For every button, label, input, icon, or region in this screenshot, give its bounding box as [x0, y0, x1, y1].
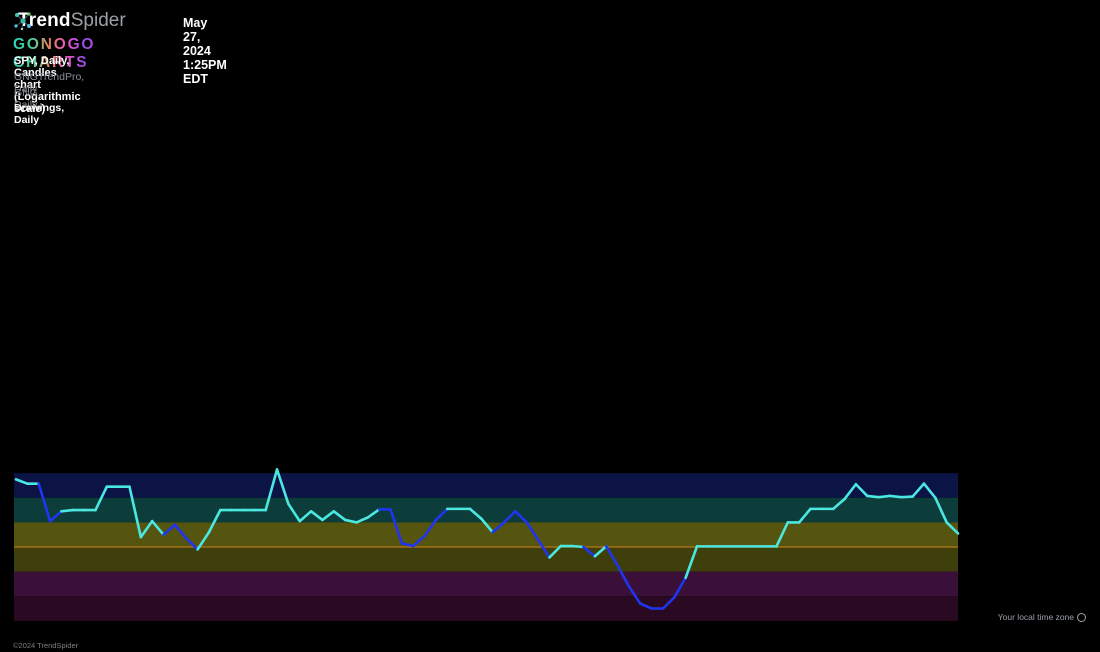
oscillator-line-segment	[332, 510, 347, 522]
legend-drawings[interactable]: Drawings, Daily	[14, 102, 65, 126]
oscillator-line-segment	[162, 523, 177, 537]
trendspider-logo-icon	[14, 12, 31, 31]
oscillator-line-segment	[684, 545, 699, 580]
oscillator-line-segment	[184, 537, 199, 551]
oscillator-line-segment	[423, 518, 438, 538]
oscillator-line-segment	[570, 544, 585, 549]
oscillator-line-segment	[888, 494, 903, 499]
oscillator-line-segment	[480, 517, 495, 534]
oscillator-line-segment	[922, 482, 937, 500]
oscillator-line-segment	[355, 516, 370, 524]
oscillator-line-segment	[899, 495, 914, 499]
oscillator-line-segment	[60, 508, 75, 513]
oscillator-line-segment	[196, 530, 211, 551]
oscillator-panel[interactable]	[14, 468, 960, 621]
osc-band	[14, 571, 958, 597]
oscillator-line-segment	[411, 534, 426, 548]
legend-gngtrendpro[interactable]: GNGTrendPro, Daily	[14, 71, 85, 95]
oscillator-line-segment	[14, 478, 29, 485]
symbol-title: SPY, Daily, Candles chart (Logarithmic s…	[14, 55, 81, 115]
timezone-note[interactable]: Your local time zone	[998, 612, 1086, 622]
oscillator-line-segment	[389, 508, 404, 545]
oscillator-line-segment	[37, 482, 52, 523]
brand-spider: Spider	[70, 10, 126, 31]
oscillator-line-segment	[854, 482, 869, 498]
oscillator-line-segment	[831, 497, 846, 511]
osc-band	[14, 473, 958, 498]
oscillator-line-segment	[366, 508, 381, 519]
clock-icon	[1077, 612, 1086, 622]
oscillator-line-segment	[525, 521, 540, 541]
oscillator-line-segment	[400, 542, 415, 548]
oscillator-line-segment	[139, 519, 154, 539]
oscillator-line-segment	[264, 468, 279, 512]
oscillator-line-segment	[298, 510, 313, 523]
brand-trend: Trend	[18, 10, 71, 31]
oscillator-line-segment	[661, 596, 676, 610]
oscillator-line-segment	[934, 496, 949, 524]
chart-datetime: May 27, 2024 1:25PM EDT	[183, 16, 227, 86]
osc-band	[14, 547, 958, 572]
oscillator-line-segment	[434, 507, 449, 522]
oscillator-line-segment	[502, 510, 517, 524]
oscillator-line-segment	[911, 482, 926, 498]
oscillator-line-segment	[94, 485, 109, 512]
oscillator-line-segment	[173, 523, 188, 540]
oscillator-line-segment	[627, 585, 642, 605]
copyright-note: ©2024 TrendSpider	[13, 641, 79, 650]
oscillator-line-segment	[865, 494, 880, 499]
oscillator-line-segment	[343, 518, 358, 524]
oscillator-line-segment	[536, 538, 551, 559]
oscillator-line-segment	[672, 576, 687, 599]
oscillator-line-segment	[593, 545, 608, 558]
trendspider-brand: Trend Spider	[12, 10, 126, 32]
oscillator-line-segment	[945, 521, 960, 535]
oscillator-line-segment	[877, 494, 892, 499]
oscillator-line-segment	[309, 510, 324, 522]
oscillator-line-segment	[638, 602, 653, 610]
osc-band	[14, 596, 958, 621]
oscillator-line-segment	[548, 544, 563, 559]
timezone-label: Your local time zone	[997, 612, 1074, 622]
oscillator-line-segment	[582, 545, 597, 558]
oscillator-line-segment	[616, 564, 631, 588]
oscillator-line-segment	[150, 519, 165, 537]
oscillator-line-segment	[797, 507, 812, 524]
oscillator-line-segment	[468, 507, 483, 521]
legend-gng[interactable]: GNG, Daily	[14, 87, 41, 111]
osc-band	[14, 497, 958, 523]
oscillator-line-segment	[604, 545, 619, 567]
oscillator-line-segment	[207, 508, 222, 534]
oscillator-line-segment	[775, 521, 790, 548]
oscillator-line-segment	[275, 468, 290, 506]
oscillator-line-segment	[514, 510, 529, 524]
oscillator-line-segment	[48, 510, 63, 523]
oscillator-line-segment	[128, 485, 143, 539]
oscillator-line-segment	[491, 521, 506, 534]
oscillator-line-segment	[843, 482, 858, 501]
oscillator-line-segment	[287, 502, 302, 523]
oscillator-line-segment	[321, 510, 336, 522]
gonogo-charts-logo: GONOGO CHARTS	[13, 36, 96, 71]
